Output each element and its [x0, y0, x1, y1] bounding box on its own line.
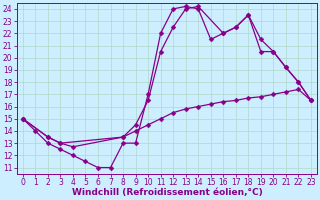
X-axis label: Windchill (Refroidissement éolien,°C): Windchill (Refroidissement éolien,°C): [72, 188, 262, 197]
